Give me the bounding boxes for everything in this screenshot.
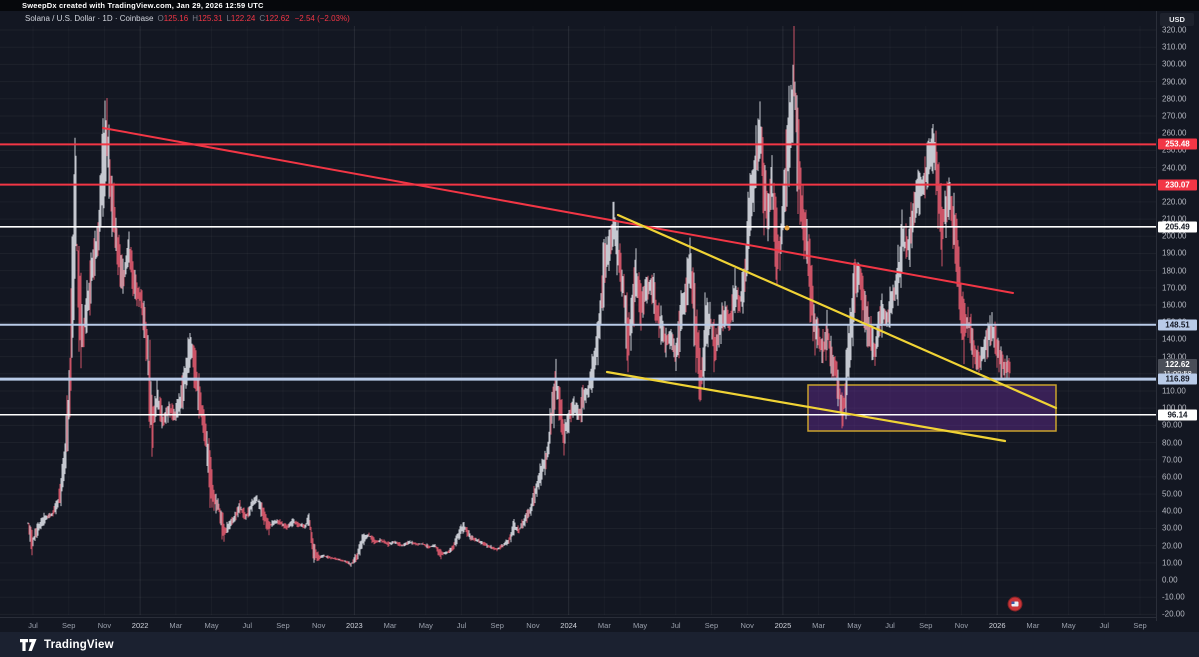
time-tick-month: Mar <box>812 621 826 630</box>
price-tick-label: 60.00 <box>1162 472 1183 482</box>
time-tick-month: Jul <box>885 621 895 630</box>
price-tick-label: -10.00 <box>1162 592 1185 602</box>
time-tick-month: Mar <box>597 621 611 630</box>
drawing-anchor-dot <box>784 225 790 231</box>
attribution-text: SweepDx created with TradingView.com, Ja… <box>22 1 264 10</box>
time-tick-month: Sep <box>1133 621 1147 630</box>
price-tick-label: 160.00 <box>1162 300 1187 310</box>
time-tick-month: Mar <box>383 621 397 630</box>
time-tick-month: May <box>204 621 219 630</box>
price-tick-label: 300.00 <box>1162 59 1187 69</box>
footer-bar: TradingView <box>0 632 1199 657</box>
price-tick-label: 220.00 <box>1162 197 1187 207</box>
event-marker-flag-detail <box>1011 601 1015 604</box>
price-tick-label: 180.00 <box>1162 266 1187 276</box>
ohlc-letter: L <box>226 14 231 23</box>
time-tick-month: May <box>847 621 862 630</box>
time-tick-month: Jul <box>28 621 38 630</box>
price-tick-label: 30.00 <box>1162 523 1183 533</box>
time-tick-month: May <box>418 621 433 630</box>
ohlc-value: 125.16 <box>163 14 189 23</box>
footer-brand-text[interactable]: TradingView <box>44 638 114 651</box>
ohlc-value: 125.31 <box>197 14 223 23</box>
time-tick-month: Nov <box>312 621 326 630</box>
time-tick-month: Sep <box>704 621 719 630</box>
price-tick-label: 170.00 <box>1162 283 1187 293</box>
ohlc-value: 122.24 <box>230 14 256 23</box>
price-tick-label: -20.00 <box>1162 609 1185 619</box>
price-tick-label: 280.00 <box>1162 94 1187 104</box>
time-tick-month: Nov <box>526 621 540 630</box>
yellow-steep-trendline[interactable] <box>616 213 1058 410</box>
candles-down <box>28 26 1011 566</box>
price-tick-label: 240.00 <box>1162 163 1187 172</box>
symbol-legend[interactable]: Solana / U.S. Dollar · 1D · Coinbase O125… <box>25 13 350 24</box>
time-tick-month: Mar <box>169 621 183 630</box>
time-tick-month: Nov <box>740 621 754 630</box>
price-tick-label: 50.00 <box>1162 489 1183 499</box>
price-tick-label: 210.00 <box>1162 214 1187 224</box>
price-tick-label: 110.00 <box>1162 386 1186 396</box>
time-tick-month: Nov <box>954 621 969 630</box>
time-tick-year: 2022 <box>131 621 149 630</box>
price-tick-label: 0.00 <box>1162 575 1178 585</box>
price-axis[interactable]: USD 320.00 310.00 300.00 290.00 280.00 270.00… <box>1156 11 1199 621</box>
red-descending-trendline[interactable] <box>102 127 1014 294</box>
change-value: −2.54 (−2.03%) <box>294 14 350 23</box>
price-level-label: 96.14 <box>1158 409 1197 421</box>
price-tick-label: 90.00 <box>1162 420 1183 430</box>
time-tick-month: Sep <box>919 621 933 630</box>
price-level-label: 253.48 <box>1158 138 1197 150</box>
time-tick-month: May <box>1061 621 1076 630</box>
price-tick-label: 10.00 <box>1162 558 1183 568</box>
time-tick-year: 2023 <box>346 621 363 630</box>
price-tick-label: 270.00 <box>1162 111 1187 121</box>
supply-zone-box[interactable] <box>807 384 1057 432</box>
price-tick-label: 190.00 <box>1162 248 1187 258</box>
price-tick-label: 80.00 <box>1162 438 1183 447</box>
time-tick-month: Jul <box>670 621 681 630</box>
price-level-label: 230.07 <box>1158 179 1197 191</box>
price-tick-label: 250.00 <box>1162 145 1187 155</box>
price-tick-label: 200.00 <box>1162 231 1187 241</box>
time-tick-month: Sep <box>62 621 76 630</box>
time-tick-year: 2026 <box>988 621 1006 630</box>
time-tick-month: May <box>632 621 648 630</box>
time-tick-month: Sep <box>276 621 290 630</box>
price-tick-label: 140.00 <box>1162 334 1187 344</box>
price-tick-label: 290.00 <box>1162 77 1187 87</box>
tradingview-logo-icon[interactable] <box>20 638 37 651</box>
ohlc-letter: O <box>157 14 164 23</box>
time-tick-month: Nov <box>97 621 112 630</box>
price-tick-label: 310.00 <box>1162 42 1187 52</box>
price-tick-label: 260.00 <box>1162 128 1187 138</box>
price-level-label: 116.89 <box>1158 373 1197 385</box>
time-tick-month: Jul <box>242 621 253 630</box>
time-tick-month: Jul <box>1099 621 1110 630</box>
time-tick-month: Mar <box>1026 621 1040 630</box>
price-tick-label: 320.00 <box>1162 25 1187 35</box>
ohlc-value: 122.62 <box>265 14 290 23</box>
symbol-title: Solana / U.S. Dollar · 1D · Coinbase <box>25 14 154 23</box>
price-level-label: 205.49 <box>1158 221 1197 233</box>
yellow-lower-trendline[interactable] <box>605 370 1007 443</box>
time-tick-month: Jul <box>456 621 467 630</box>
time-tick-year: 2024 <box>560 621 577 630</box>
price-tick-label: 130.00 <box>1162 352 1187 362</box>
price-level-label: 148.51 <box>1158 319 1197 331</box>
time-axis[interactable]: Jul Sep Nov 2022 Mar May Jul Sep Nov 2023 Mar May Ju… <box>0 617 1157 633</box>
time-tick-year: 2025 <box>774 621 792 630</box>
ohlc-letter: H <box>192 14 198 23</box>
attribution-bar: SweepDx created with TradingView.com, Ja… <box>0 0 1199 11</box>
currency-toggle-button[interactable]: USD <box>1160 13 1194 26</box>
time-tick-month: Sep <box>490 621 504 630</box>
ohlc-values: O125.16 H125.31 L122.24 C122.62 <box>154 14 290 23</box>
price-tick-label: 20.00 <box>1162 541 1183 551</box>
price-tick-label: 40.00 <box>1162 506 1183 516</box>
price-tick-label: 100.00 <box>1162 403 1187 413</box>
ohlc-letter: C <box>259 14 266 23</box>
price-tick-label: 70.00 <box>1162 455 1183 465</box>
